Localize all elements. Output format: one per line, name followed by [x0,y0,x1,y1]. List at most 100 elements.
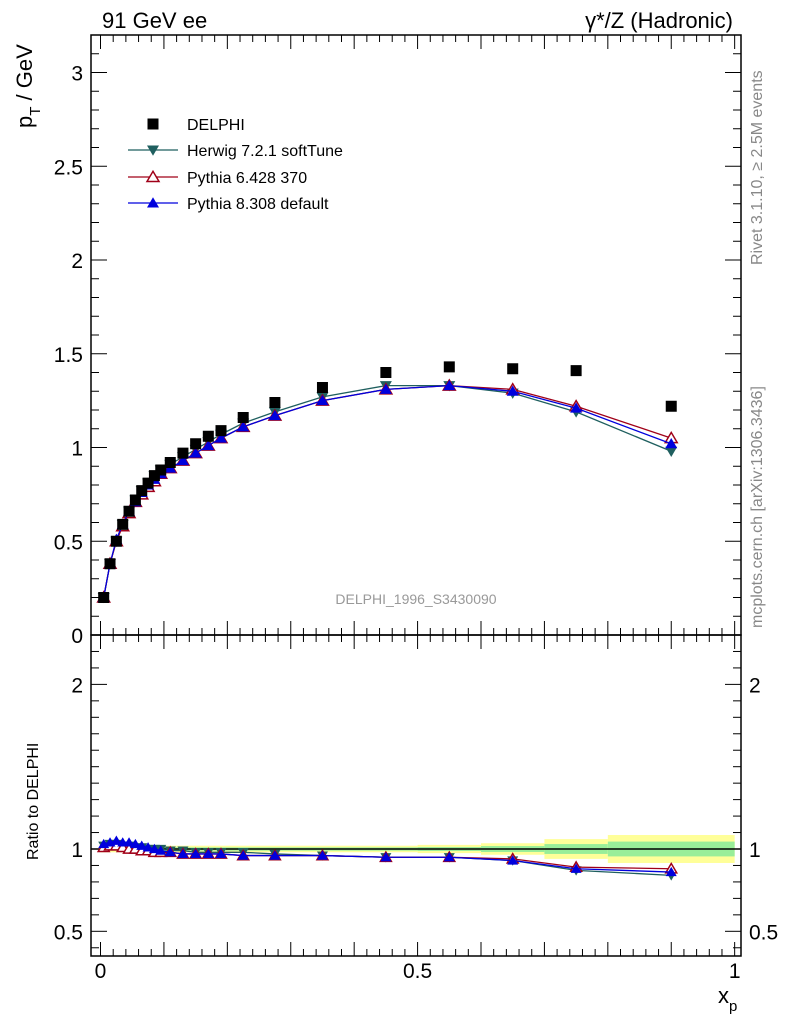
header-left: 91 GeV ee [102,8,207,33]
legend-marker-herwig [147,145,159,156]
mcplots-reference-label: mcplots.cern.ch [arXiv:1306.3436] [749,386,766,628]
main-line-herwig [103,384,672,598]
ratio-y-tick-label: 1 [71,839,83,862]
main-point-pythia8 [570,402,583,413]
x-axis-label: xp [718,983,737,1015]
ratio-point-pythia8 [110,835,122,845]
main-series-pythia8 [97,379,678,602]
legend: DELPHI Herwig 7.2.1 softTune Pythia 6.42… [128,117,343,213]
legend-label-pythia8: Pythia 8.308 default [187,196,329,213]
legend-label-pythia6: Pythia 6.428 370 [187,170,307,187]
main-point-data [117,518,129,530]
x-axis-label-x: x [718,983,729,1008]
main-point-data [148,470,160,482]
main-point-pythia8 [506,385,519,396]
main-point-data [202,430,214,442]
ratio-point-pythia8 [123,837,135,847]
main-plot-panel: 0 0.5 1 1.5 2 2.5 3 [54,34,742,648]
ratio-y-tick-label-right: 0.5 [749,921,778,944]
ratio-point-pythia8 [665,866,677,877]
main-y-tick-label: 1.5 [54,344,83,367]
ratio-point-pythia8 [129,838,141,849]
main-point-data [98,592,110,603]
main-point-data [269,397,281,408]
ratio-series-pythia8 [98,835,677,877]
main-point-data [136,485,148,497]
main-line-pythia8 [103,384,672,598]
main-point-data [129,494,141,506]
main-point-data [443,361,455,373]
main-point-data [110,535,122,547]
ratio-frame [90,634,742,957]
main-series-herwig [97,381,678,604]
main-y-axis-label-sub: T [27,107,44,116]
ratio-point-pythia8 [215,848,227,859]
main-point-pythia8 [215,432,227,443]
ratio-point-pythia8 [155,845,167,855]
main-y-axis-label-unit: / GeV [12,44,37,107]
main-point-data [155,464,167,476]
main-point-pythia8 [665,438,678,449]
ratio-point-pythia8 [164,847,176,857]
ratio-y-tick-label: 0.5 [54,921,83,944]
main-point-pythia8 [237,421,250,432]
main-point-data [507,363,519,375]
header-right: γ*/Z (Hadronic) [585,8,733,33]
main-point-pythia8 [379,383,392,394]
ratio-point-pythia8 [269,850,281,860]
main-point-pythia8 [316,394,329,406]
legend-marker-pythia8 [147,197,159,208]
main-point-data [570,365,582,377]
ratio-point-pythia8 [148,843,160,854]
main-point-data [380,367,392,378]
x-tick-label: 1 [729,960,741,983]
ratio-point-pythia8 [570,863,582,873]
main-point-data [665,400,677,412]
main-y-tick-label: 1 [71,438,83,461]
main-point-data [164,457,176,468]
ratio-y-tick-label: 2 [71,674,83,697]
ratio-point-pythia8 [507,855,519,865]
x-tick-label: 0 [95,960,107,983]
main-point-herwig [665,446,678,457]
ratio-point-pythia8 [237,850,249,860]
x-tick-label: 0.5 [403,960,432,983]
ratio-y-tick-label-right: 2 [749,674,761,697]
main-point-pythia8 [443,379,456,391]
legend-label-herwig: Herwig 7.2.1 softTune [187,143,343,160]
main-y-tick-label: 0 [71,625,83,648]
main-point-data [104,558,116,570]
main-y-tick-label: 0.5 [54,531,83,554]
ratio-point-pythia8 [142,842,154,852]
main-point-data [190,438,202,450]
legend-marker-pythia6 [145,169,161,183]
ratio-y-axis-label: Ratio to DELPHI [25,743,42,860]
legend-label-data: DELPHI [187,117,245,134]
ratio-plot-panel: 0.5 0.5 1 1 2 2 0 0.5 1 [54,634,778,983]
ratio-point-pythia8 [190,848,202,859]
x-axis-label-sub: p [729,998,737,1015]
main-series-data [98,361,677,603]
ratio-point-pythia8 [136,840,148,850]
ratio-point-pythia8 [443,852,455,862]
main-point-data [123,505,135,517]
ratio-y-tick-label-right: 1 [749,839,761,862]
main-point-data [177,447,189,459]
main-point-pythia8 [202,439,215,451]
ratio-point-pythia8 [380,852,392,862]
main-line-pythia6 [103,384,672,598]
main-y-tick-label: 2 [71,250,83,273]
main-point-data [316,382,328,393]
main-point-pythia8 [176,454,189,466]
ratio-point-pythia8 [316,850,328,860]
ratio-point-pythia8 [177,848,189,859]
rivet-version-label: Rivet 3.1.10, ≥ 2.5M events [749,70,766,265]
main-y-axis-label: pT / GeV [12,44,44,128]
legend-marker-data [147,118,159,130]
main-point-pythia8 [189,447,202,458]
main-point-data [237,412,249,423]
main-y-tick-label: 3 [71,63,83,86]
main-point-pythia8 [268,409,281,421]
main-y-axis-label-p: p [12,116,37,128]
